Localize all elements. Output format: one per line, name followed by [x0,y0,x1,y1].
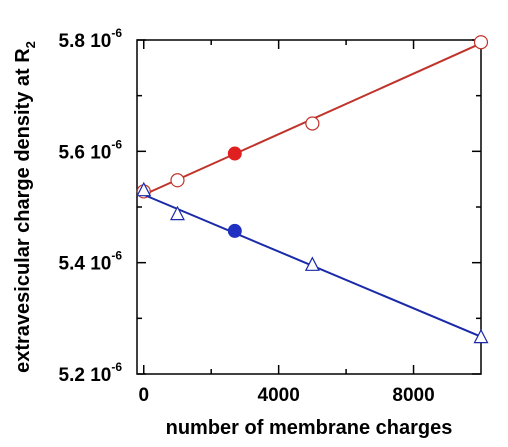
series-layer [136,35,489,344]
data-point-triangle [304,256,320,271]
y-tick-label: 5.2 10-6 [59,360,123,386]
data-point-circle [305,116,320,131]
x-axis: 0 4000 8000 [138,40,435,406]
y-axis: 5.2 10-65.4 10-65.6 10-65.8 10-6 [59,26,481,386]
plot-frame [136,39,482,375]
y-tick-mantissa: 5.8 10 [59,31,112,52]
y-tick-mantissa: 5.4 10 [59,254,112,275]
y-tick-exponent: -6 [111,137,122,151]
data-point-circle [473,35,489,50]
y-tick-exponent: -6 [111,249,122,263]
highlight-point [227,223,242,238]
highlight-point [227,146,242,161]
x-axis-title: number of membrane charges [166,417,453,439]
y-tick-label: 5.6 10-6 [59,137,123,163]
data-point-triangle [473,328,489,344]
y-tick-label: 5.4 10-6 [59,249,123,275]
x-tick-label: 8000 [392,385,434,406]
data-point-triangle [136,181,152,197]
y-axis-title: extravesicular charge density at R2 [12,41,38,373]
y-tick-mantissa: 5.2 10 [59,365,112,386]
data-point-triangle [169,205,185,221]
y-axis-title-subscript: 2 [23,41,38,48]
x-tick-label: 0 [138,385,149,406]
y-tick-label: 5.8 10-6 [59,26,123,52]
y-tick-exponent: -6 [111,26,122,40]
x-tick-label: 4000 [258,385,300,406]
data-point-circle [170,173,185,188]
y-tick-mantissa: 5.6 10 [59,142,112,163]
y-tick-exponent: -6 [111,360,122,374]
y-axis-title-main: extravesicular charge density at R [12,48,34,373]
